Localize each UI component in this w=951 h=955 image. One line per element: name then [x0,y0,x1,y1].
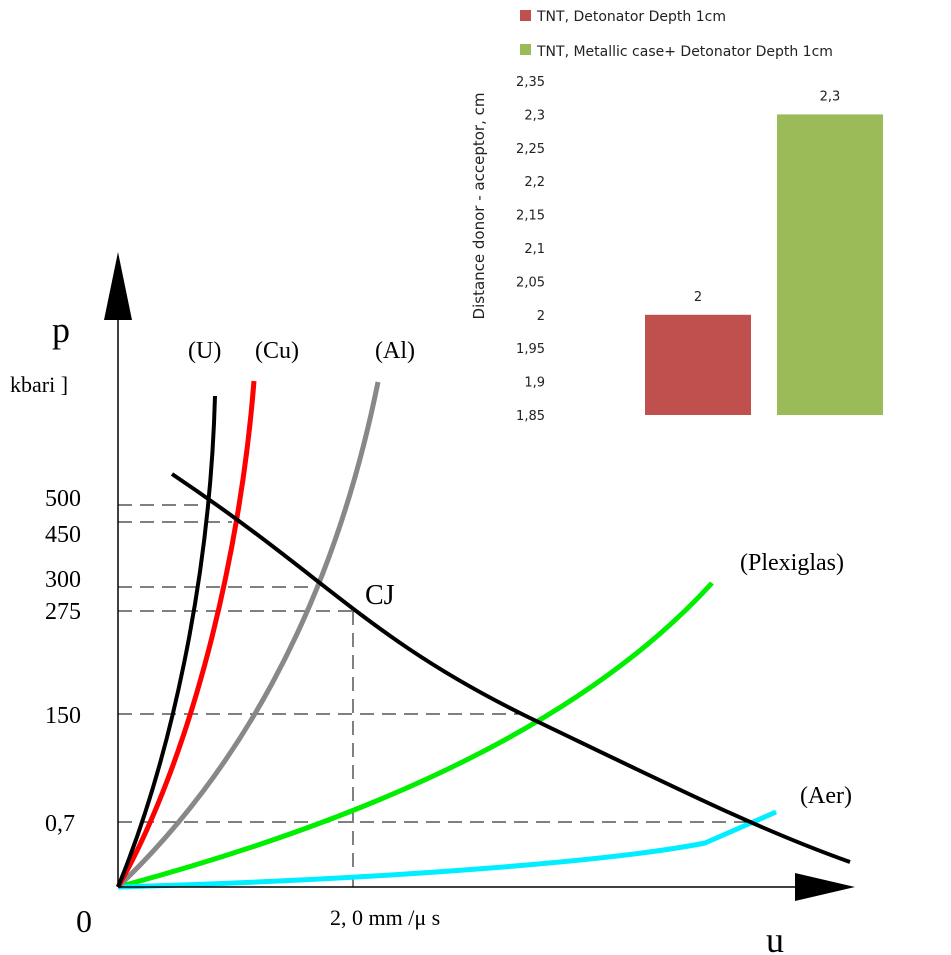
curve-aer [117,809,778,890]
legend-label-detonator: TNT, Detonator Depth 1cm [536,9,726,25]
x-axis-arrow [795,873,855,901]
legend-swatch-detonator [520,10,531,21]
cj-label: CJ [365,580,395,611]
y-tick-0-7: 0,7 [45,811,75,837]
bar-y-tick: 2,35 [516,75,545,90]
bar-y-tick: 1,9 [524,376,545,391]
legend-label-metallic: TNT, Metallic case+ Detonator Depth 1cm [536,44,833,60]
bar-y-tick: 1,95 [516,342,545,357]
origin-label: 0 [76,903,92,939]
bar-chart-inset: TNT, Detonator Depth 1cm TNT, Metallic c… [470,9,883,424]
bar-value-label-1: 2,3 [820,89,841,104]
series-label-u: (U) [188,338,221,364]
bar-y-tick: 1,85 [516,409,545,424]
bar-y-tick: 2,2 [524,175,545,190]
bar-y-tick: 2 [537,309,545,324]
y-tick-450: 450 [45,522,81,548]
bar-y-tick: 2,15 [516,209,545,224]
bar-y-axis-label: Distance donor - acceptor, cm [470,93,488,320]
bar-series: 22,3 [645,89,883,416]
hugoniot-diagram: p kbari ] 0 u 2, 0 mm /μ s CJ 500 450 30… [10,252,855,955]
curve-cj-isentrope [170,472,851,864]
guide-lines [118,504,757,887]
x-axis-label: u [766,920,784,955]
curve-plexiglas [117,581,714,890]
curve-al [116,381,381,889]
bar-y-tick: 2,1 [524,242,545,257]
bar-y-tick: 2,3 [524,108,545,123]
legend-swatch-metallic [520,44,531,55]
curve-u [116,395,217,888]
y-tick-300: 300 [45,567,81,593]
bar-0 [645,314,751,415]
series-label-cu: (Cu) [255,338,299,364]
curve-cu [115,380,257,889]
series-label-al: (Al) [375,338,415,364]
bar-y-tick: 2,05 [516,275,545,290]
bar-y-ticks: 2,35 2,3 2,25 2,2 2,15 2,1 2,05 2 1,95 1,9 1,85 [516,75,545,424]
y-axis-unit: kbari ] [10,372,68,397]
y-tick-150: 150 [45,703,81,729]
y-axis-label: p [52,310,70,350]
y-axis-arrow [104,252,132,320]
bar-1 [777,114,883,416]
y-tick-275: 275 [45,599,81,625]
bar-value-label-0: 2 [694,290,702,305]
bar-y-tick: 2,25 [516,142,545,157]
series-label-aer: (Aer) [800,783,852,809]
y-tick-500: 500 [45,486,81,512]
series-label-plexiglas: (Plexiglas) [740,550,844,576]
x-tick-label: 2, 0 mm /μ s [330,905,440,930]
